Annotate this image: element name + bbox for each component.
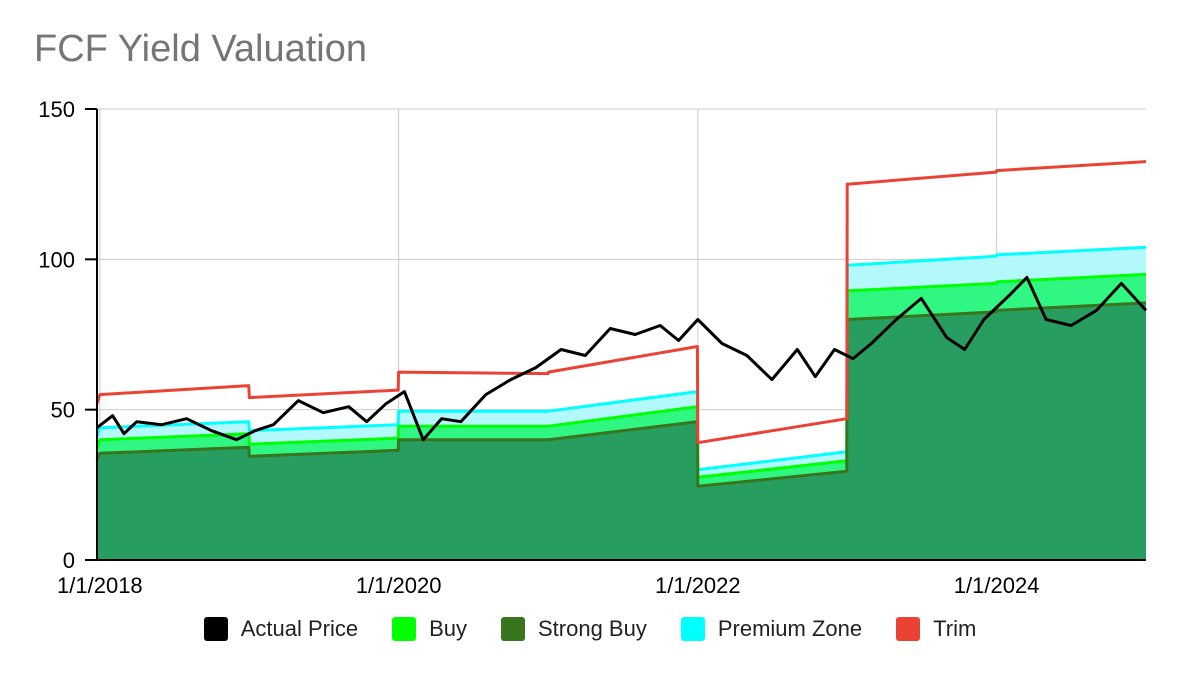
y-tick-label: 150 [38,97,75,122]
line-actual-price [96,275,1148,442]
line-strong-buy [95,301,1147,488]
line-buy [95,272,1147,479]
x-tick-label: 1/1/2018 [57,573,143,598]
legend-label: Actual Price [240,616,359,641]
line-trim [95,160,1147,445]
legend-swatch [896,617,921,641]
axes: 0 50 100 150 1/1/2018 1/1/2020 1/1/2022 1/1/202… [38,97,1146,598]
chart-title: FCF Yield Valuation [34,28,368,70]
x-tick-label: 1/1/2020 [356,573,442,598]
legend-swatch [680,617,705,641]
legend-item-premium-zone[interactable]: Premium Zone [680,616,863,642]
legend-item-buy[interactable]: Buy [392,616,467,642]
legend-swatch [203,617,228,641]
chart-plot: 0 50 100 150 1/1/2018 1/1/2020 1/1/2022 1/1/202… [38,97,1148,598]
x-tick-label: 1/1/2024 [954,573,1040,598]
y-tick-label: 100 [38,247,75,272]
legend-item-trim[interactable]: Trim [896,616,976,642]
legend-label: Trim [933,616,977,641]
legend-swatch [392,617,417,641]
y-tick-label: 0 [63,548,75,573]
y-tick-label: 50 [51,398,75,423]
line-premium-zone [95,245,1147,472]
areas [97,247,1146,561]
legend-label: Premium Zone [717,616,863,641]
x-tick-label: 1/1/2022 [655,573,741,598]
legend-item-strong-buy[interactable]: Strong Buy [501,616,647,642]
legend: Actual Price Buy Strong Buy Premium Zone… [0,616,1180,642]
legend-swatch [501,617,525,641]
legend-label: Strong Buy [538,616,647,641]
legend-item-actual-price[interactable]: Actual Price [203,616,359,642]
lines [95,160,1148,488]
legend-label: Buy [429,616,467,641]
